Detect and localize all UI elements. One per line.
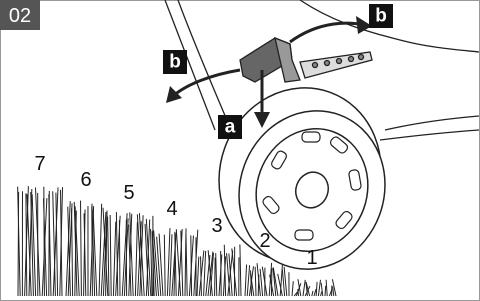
illustration: 02 b b a 7 6 5 4 3 2 1 [0,0,480,301]
height-level: 4 [166,198,177,220]
height-level: 7 [34,153,45,175]
callout-label: b [169,52,181,73]
height-level: 2 [259,230,270,252]
callout-label: b [375,6,387,27]
callout-label: a [225,117,236,138]
height-level: 6 [80,169,91,191]
badge: 02 [9,5,31,27]
page: 02 b b a 7654321 (() => { const data = J… [0,0,480,301]
height-level: 5 [123,182,134,204]
grass-blade [325,286,326,296]
height-level: 1 [306,247,317,269]
grass-blade [215,258,216,296]
grass-blade [221,251,222,296]
grass-blade [119,220,120,296]
height-level: 3 [211,215,222,237]
